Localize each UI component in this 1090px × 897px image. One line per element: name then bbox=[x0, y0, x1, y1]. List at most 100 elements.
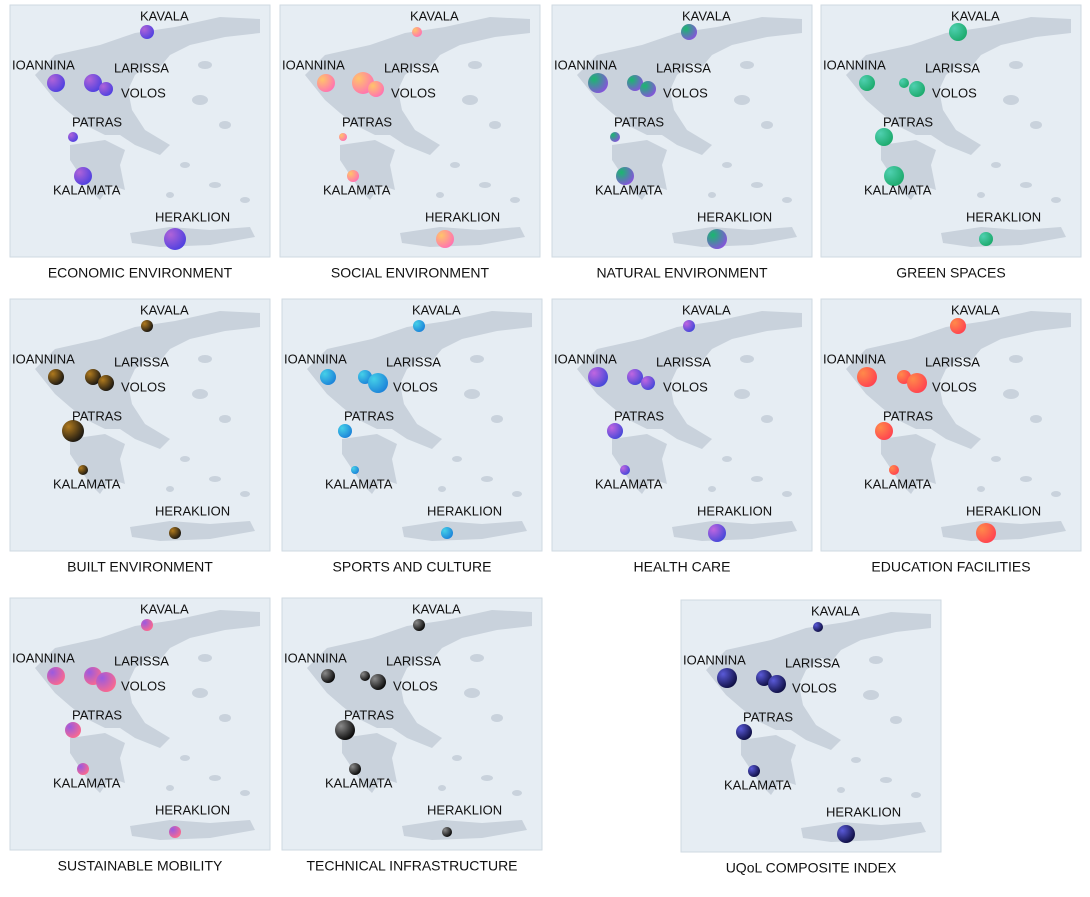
city-label: KAVALA bbox=[140, 8, 189, 23]
city-label: PATRAS bbox=[72, 408, 122, 423]
map-panel: KAVALA IOANNINA LARISSA VOLOS PATRAS KALAMATA… bbox=[820, 4, 1082, 258]
panel-title: UQoL COMPOSITE INDEX bbox=[726, 860, 897, 876]
city-bubble bbox=[875, 128, 893, 146]
city-label: HERAKLION bbox=[697, 209, 772, 224]
city-label: LARISSA bbox=[386, 653, 441, 668]
city-bubble bbox=[683, 320, 695, 332]
city-bubble bbox=[78, 465, 88, 475]
city-label: VOLOS bbox=[121, 85, 166, 100]
city-bubble bbox=[320, 369, 336, 385]
map-panel: KAVALA IOANNINA LARISSA VOLOS PATRAS KALAMATA… bbox=[680, 599, 942, 853]
city-label: IOANNINA bbox=[823, 351, 886, 366]
city-bubble bbox=[47, 667, 65, 685]
city-bubble bbox=[140, 25, 154, 39]
city-label: PATRAS bbox=[743, 709, 793, 724]
city-bubble bbox=[74, 167, 92, 185]
city-bubble bbox=[47, 74, 65, 92]
city-label: LARISSA bbox=[114, 354, 169, 369]
city-label: LARISSA bbox=[114, 653, 169, 668]
city-bubble bbox=[717, 668, 737, 688]
city-label: KAVALA bbox=[682, 302, 731, 317]
city-label: VOLOS bbox=[663, 379, 708, 394]
city-label: KAVALA bbox=[951, 302, 1000, 317]
city-bubble bbox=[48, 369, 64, 385]
panel-title: TECHNICAL INFRASTRUCTURE bbox=[306, 858, 517, 874]
city-bubble bbox=[640, 81, 656, 97]
city-label: KALAMATA bbox=[53, 775, 121, 790]
city-bubble bbox=[99, 82, 113, 96]
city-label: HERAKLION bbox=[966, 209, 1041, 224]
city-bubble bbox=[875, 422, 893, 440]
city-label: HERAKLION bbox=[155, 802, 230, 817]
city-bubble bbox=[370, 674, 386, 690]
city-bubble bbox=[77, 763, 89, 775]
city-label: HERAKLION bbox=[155, 209, 230, 224]
city-label: KALAMATA bbox=[323, 182, 391, 197]
city-bubble bbox=[768, 675, 786, 693]
city-bubble bbox=[884, 166, 904, 186]
city-bubble bbox=[413, 320, 425, 332]
city-bubble bbox=[756, 670, 772, 686]
city-label: VOLOS bbox=[391, 85, 436, 100]
city-bubble bbox=[627, 369, 643, 385]
city-label: LARISSA bbox=[384, 60, 439, 75]
map-panel: KAVALA IOANNINA LARISSA VOLOS PATRAS KALAMATA… bbox=[279, 4, 541, 258]
city-bubble bbox=[141, 619, 153, 631]
city-label: PATRAS bbox=[614, 114, 664, 129]
city-label: IOANNINA bbox=[554, 351, 617, 366]
city-label: KAVALA bbox=[811, 603, 860, 618]
city-bubble bbox=[899, 78, 909, 88]
city-bubble bbox=[436, 230, 454, 248]
city-label: KALAMATA bbox=[724, 777, 792, 792]
city-label: KALAMATA bbox=[53, 476, 121, 491]
city-bubble bbox=[748, 765, 760, 777]
city-bubble bbox=[412, 27, 422, 37]
city-label: PATRAS bbox=[883, 114, 933, 129]
city-bubble bbox=[681, 24, 697, 40]
city-label: HERAKLION bbox=[425, 209, 500, 224]
city-bubble bbox=[641, 376, 655, 390]
city-bubble bbox=[616, 167, 634, 185]
city-bubble bbox=[169, 826, 181, 838]
city-bubble bbox=[950, 318, 966, 334]
city-label: KAVALA bbox=[682, 8, 731, 23]
city-label: PATRAS bbox=[72, 114, 122, 129]
panel-title: NATURAL ENVIRONMENT bbox=[596, 265, 768, 281]
city-bubble bbox=[949, 23, 967, 41]
city-bubble bbox=[707, 229, 727, 249]
city-bubble bbox=[164, 228, 186, 250]
map-panel: KAVALA IOANNINA LARISSA VOLOS PATRAS KALAMATA… bbox=[9, 597, 271, 851]
city-label: KALAMATA bbox=[53, 182, 121, 197]
city-label: KALAMATA bbox=[864, 476, 932, 491]
city-label: LARISSA bbox=[925, 60, 980, 75]
city-label: HERAKLION bbox=[966, 503, 1041, 518]
city-bubble bbox=[347, 170, 359, 182]
city-label: PATRAS bbox=[344, 707, 394, 722]
city-label: IOANNINA bbox=[284, 650, 347, 665]
city-label: HERAKLION bbox=[155, 503, 230, 518]
city-label: KALAMATA bbox=[325, 476, 393, 491]
city-label: PATRAS bbox=[614, 408, 664, 423]
city-bubble bbox=[368, 81, 384, 97]
city-label: VOLOS bbox=[792, 680, 837, 695]
city-bubble bbox=[62, 420, 84, 442]
city-label: HERAKLION bbox=[427, 503, 502, 518]
city-label: IOANNINA bbox=[683, 652, 746, 667]
city-bubble bbox=[441, 527, 453, 539]
city-label: VOLOS bbox=[121, 379, 166, 394]
city-bubble bbox=[84, 74, 102, 92]
city-label: IOANNINA bbox=[12, 57, 75, 72]
city-label: IOANNINA bbox=[554, 57, 617, 72]
city-label: LARISSA bbox=[656, 60, 711, 75]
city-label: PATRAS bbox=[883, 408, 933, 423]
city-label: LARISSA bbox=[925, 354, 980, 369]
city-bubble bbox=[98, 375, 114, 391]
city-bubble bbox=[351, 466, 359, 474]
city-label: IOANNINA bbox=[282, 57, 345, 72]
city-label: VOLOS bbox=[393, 379, 438, 394]
city-bubble bbox=[889, 465, 899, 475]
panel-title: BUILT ENVIRONMENT bbox=[67, 559, 213, 575]
city-label: PATRAS bbox=[72, 707, 122, 722]
city-bubble bbox=[859, 75, 875, 91]
city-label: VOLOS bbox=[121, 678, 166, 693]
